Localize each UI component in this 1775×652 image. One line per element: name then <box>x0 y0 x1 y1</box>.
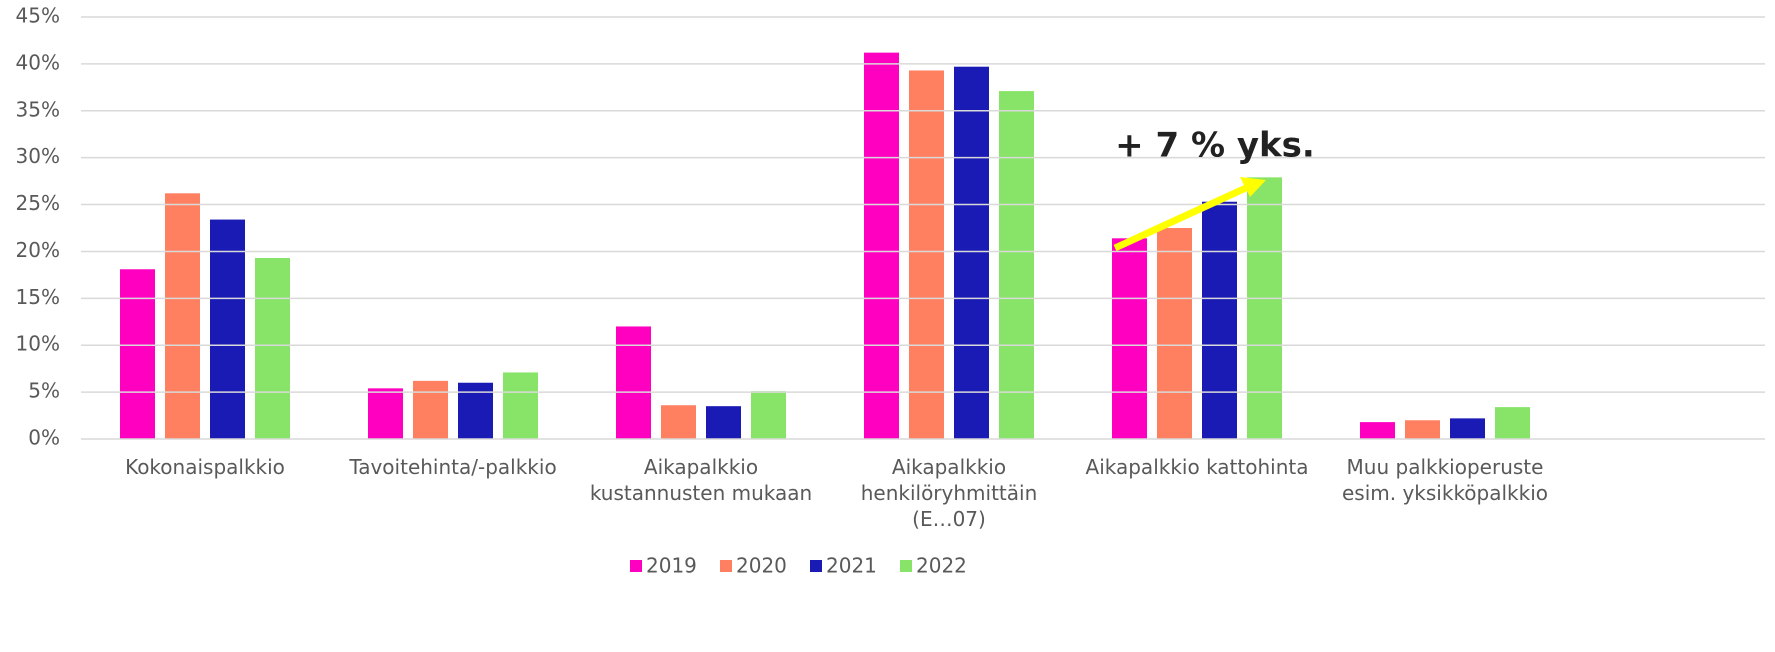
y-tick-label: 35% <box>16 97 60 121</box>
bar <box>1247 177 1282 440</box>
x-tick-line: (E…07) <box>912 507 986 531</box>
x-tick-line: Aikapalkkio <box>644 455 758 479</box>
legend-label: 2022 <box>916 554 967 578</box>
x-tick-line: Aikapalkkio <box>892 455 1006 479</box>
bar <box>255 258 290 439</box>
x-tick-line: Tavoitehinta/-palkkio <box>348 455 556 479</box>
x-tick-label: Aikapalkkio kustannusten mukaan <box>590 455 812 505</box>
bar <box>120 269 155 439</box>
bar <box>999 91 1034 439</box>
bar <box>458 382 493 439</box>
y-tick-label: 45% <box>16 4 60 28</box>
x-tick-label: Tavoitehinta/-palkkio <box>348 455 556 479</box>
bar <box>1157 228 1192 439</box>
annotation-arrow <box>1113 183 1250 252</box>
bar <box>954 66 989 440</box>
y-tick-label: 5% <box>28 379 60 403</box>
legend-swatch <box>630 560 642 572</box>
y-tick-label: 30% <box>16 144 60 168</box>
y-tick-label: 25% <box>16 191 60 215</box>
bar <box>864 52 899 439</box>
bar <box>616 326 651 439</box>
x-tick-line: kustannusten mukaan <box>590 481 812 505</box>
bar <box>413 380 448 439</box>
x-tick-label: Kokonaispalkkio <box>125 455 285 479</box>
bar <box>210 219 245 439</box>
bar <box>165 193 200 439</box>
legend-swatch <box>720 560 732 572</box>
bar <box>368 388 403 439</box>
bar <box>1202 201 1237 439</box>
bar <box>751 391 786 439</box>
annotation: + 7 % yks. <box>1115 126 1315 166</box>
legend-swatch <box>810 560 822 572</box>
bar <box>1405 420 1440 439</box>
x-tick-line: Kokonaispalkkio <box>125 455 285 479</box>
legend-label: 2019 <box>646 554 697 578</box>
bar <box>1112 238 1147 439</box>
legend-label: 2021 <box>826 554 877 578</box>
x-tick-label: Aikapalkkio henkilöryhmittäin (E…07) <box>861 455 1038 531</box>
y-tick-label: 20% <box>16 238 60 262</box>
bar <box>503 372 538 439</box>
bar <box>706 406 741 439</box>
bar <box>909 70 944 439</box>
x-tick-line: Muu palkkioperuste <box>1347 455 1544 479</box>
x-tick-line: henkilöryhmittäin <box>861 481 1038 505</box>
x-tick-line: Aikapalkkio kattohinta <box>1086 455 1309 479</box>
y-tick-label: 40% <box>16 50 60 74</box>
bar <box>1495 407 1530 439</box>
y-tick-label: 15% <box>16 285 60 309</box>
y-tick-label: 0% <box>28 426 60 450</box>
x-tick-label: Aikapalkkio kattohinta <box>1086 455 1309 479</box>
legend-swatch <box>900 560 912 572</box>
y-tick-label: 10% <box>16 332 60 356</box>
x-tick-line: esim. yksikköpalkkio <box>1342 481 1548 505</box>
legend-label: 2020 <box>736 554 787 578</box>
bar <box>661 405 696 439</box>
x-tick-label: Muu palkkioperuste esim. yksikköpalkkio <box>1342 455 1548 505</box>
bar <box>1450 418 1485 439</box>
bar <box>1360 422 1395 439</box>
annotation-arrowhead <box>1240 177 1266 197</box>
